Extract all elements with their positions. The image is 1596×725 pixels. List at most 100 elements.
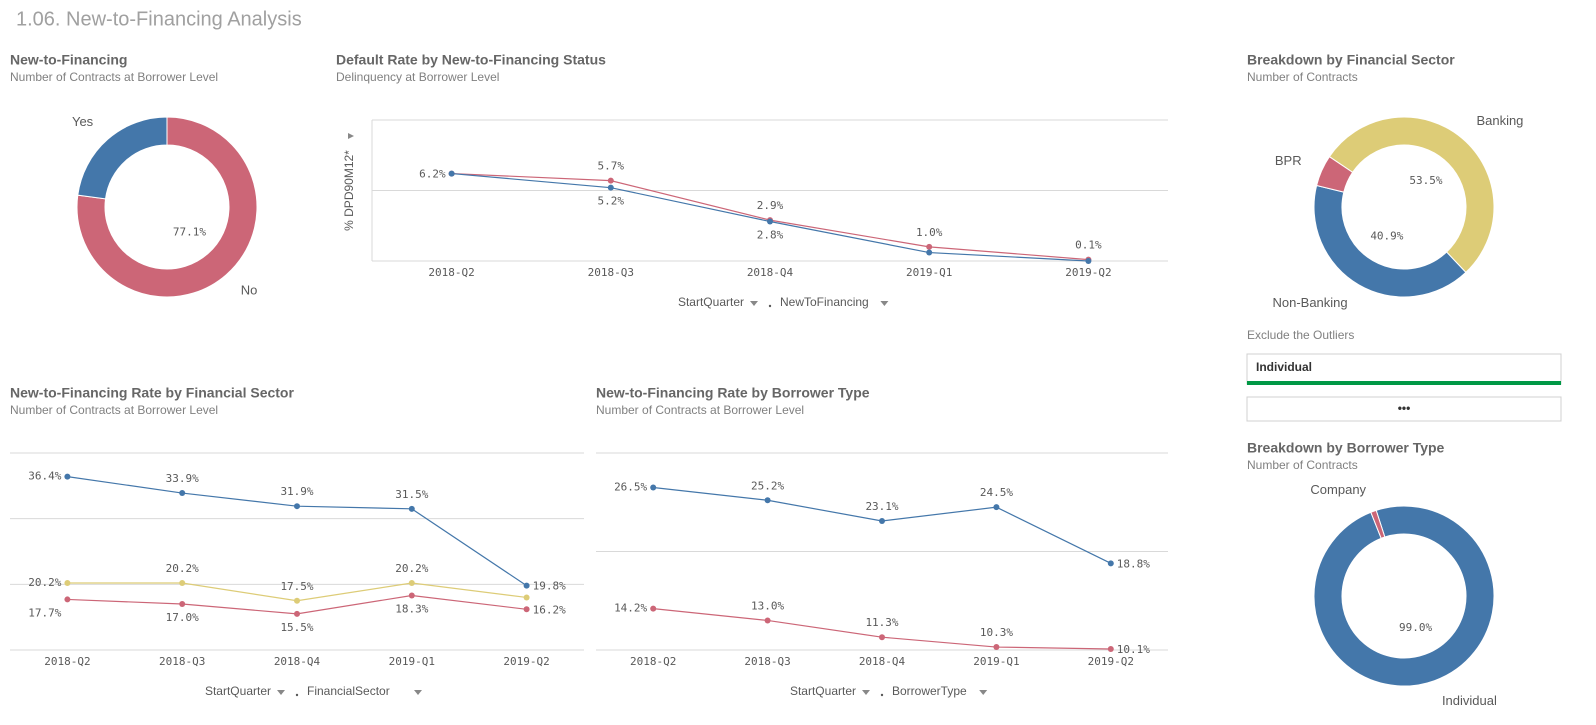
x-tick-label: 2018-Q2 (44, 655, 90, 668)
data-point (767, 218, 773, 225)
data-point (408, 580, 415, 587)
value-label: 19.8% (533, 580, 566, 593)
donut-slice (1370, 509, 1386, 540)
x-tick-label: 2019-Q1 (906, 266, 952, 279)
dropdown-arrow[interactable] (277, 690, 285, 695)
data-point (1107, 560, 1114, 567)
x-tick-label: 2018-Q3 (159, 655, 205, 668)
x-tick-label: 2019-Q1 (973, 655, 1019, 668)
data-point (926, 249, 933, 256)
slice-label: Company (1310, 482, 1366, 497)
chart-title: Breakdown by Financial Sector (1247, 52, 1455, 68)
value-label: 23.1% (865, 500, 898, 513)
value-label: 2.8% (757, 229, 784, 242)
x-tick-label: 2018-Q2 (428, 266, 474, 279)
page-title: 1.06. New-to-Financing Analysis (16, 8, 302, 30)
data-point (523, 582, 530, 589)
dropdown-arrow[interactable] (862, 690, 870, 695)
value-label: 15.5% (280, 621, 313, 634)
data-point (650, 605, 657, 612)
chart-subtitle: Number of Contracts at Borrower Level (10, 403, 218, 417)
axis-arrow (348, 133, 354, 139)
dropdown-arrow[interactable] (750, 301, 758, 306)
donut-slice (76, 116, 258, 298)
filter-more[interactable]: ••• (1398, 401, 1411, 415)
value-label: 18.8% (1117, 557, 1150, 570)
data-point (993, 504, 1000, 511)
dropdown-arrow[interactable] (880, 301, 889, 306)
data-point (294, 597, 300, 604)
donut-slice (77, 116, 168, 200)
data-point (64, 580, 71, 587)
value-label: 40.9% (1370, 229, 1403, 242)
data-point (523, 606, 530, 613)
data-point (607, 177, 614, 184)
value-label: 13.0% (751, 599, 784, 612)
chart-subtitle: Number of Contracts at Borrower Level (596, 403, 804, 417)
data-point (1107, 646, 1114, 653)
filter-selected[interactable]: Individual (1256, 360, 1312, 374)
value-label: 5.2% (598, 195, 625, 208)
value-label: 53.5% (1409, 174, 1442, 187)
data-point (448, 170, 455, 177)
value-label: 20.2% (395, 562, 428, 575)
x-tick-label: 2018-Q3 (588, 266, 634, 279)
value-label: 10.3% (980, 626, 1013, 639)
chart-title: New-to-Financing Rate by Financial Secto… (10, 385, 294, 401)
data-point (64, 473, 71, 480)
slice-label: Non-Banking (1272, 295, 1347, 310)
series-line (451, 172, 1089, 261)
data-point (523, 594, 530, 601)
data-point (879, 634, 885, 641)
chart-subtitle: Delinquency at Borrower Level (336, 70, 499, 84)
data-point (764, 497, 771, 504)
slice-label: Banking (1476, 113, 1523, 128)
data-point (926, 243, 933, 250)
dimension-label: FinancialSector (307, 684, 390, 698)
dimension-label: BorrowerType (892, 684, 967, 698)
dropdown-arrow[interactable] (414, 690, 422, 695)
dropdown-arrow[interactable] (979, 690, 988, 695)
data-point (1085, 258, 1092, 264)
value-label: 16.2% (533, 603, 566, 616)
data-point (993, 644, 1000, 651)
filter-box[interactable] (1246, 353, 1562, 385)
value-label: 20.2% (166, 562, 199, 575)
dimension-separator (880, 693, 884, 697)
x-tick-label: 2018-Q2 (630, 655, 676, 668)
chart-title: Default Rate by New-to-Financing Status (336, 52, 606, 68)
value-label: 24.5% (980, 486, 1013, 499)
donut-slice (1316, 155, 1354, 193)
dimension-label: StartQuarter (678, 295, 744, 309)
dimension-label: StartQuarter (790, 684, 856, 698)
value-label: 6.2% (419, 168, 446, 181)
value-label: 0.1% (1075, 239, 1102, 252)
value-label: 26.5% (614, 480, 647, 493)
filter-more-box[interactable] (1246, 396, 1562, 422)
value-label: 31.5% (395, 488, 428, 501)
slice-label: BPR (1275, 153, 1302, 168)
data-point (607, 184, 614, 191)
value-label: 20.2% (28, 576, 61, 589)
donut-slice (1328, 116, 1495, 274)
x-tick-label: 2019-Q2 (1088, 655, 1134, 668)
data-point (764, 617, 771, 624)
value-label: 33.9% (166, 472, 199, 485)
x-tick-label: 2019-Q1 (389, 655, 435, 668)
value-label: 1.0% (916, 226, 943, 239)
filter-label: Exclude the Outliers (1247, 328, 1354, 342)
value-label: 77.1% (173, 226, 206, 239)
donut-slice (1313, 184, 1467, 298)
data-point (294, 503, 300, 510)
value-label: 10.1% (1117, 643, 1150, 656)
value-label: 25.2% (751, 479, 784, 492)
chart-title: New-to-Financing (10, 52, 127, 68)
value-label: 99.0% (1399, 621, 1432, 634)
value-label: 17.5% (280, 580, 313, 593)
data-point (179, 580, 186, 587)
x-tick-label: 2018-Q4 (747, 266, 794, 279)
dimension-label: NewToFinancing (780, 295, 869, 309)
chart-title: Breakdown by Borrower Type (1247, 440, 1445, 456)
slice-label: Individual (1442, 693, 1497, 708)
